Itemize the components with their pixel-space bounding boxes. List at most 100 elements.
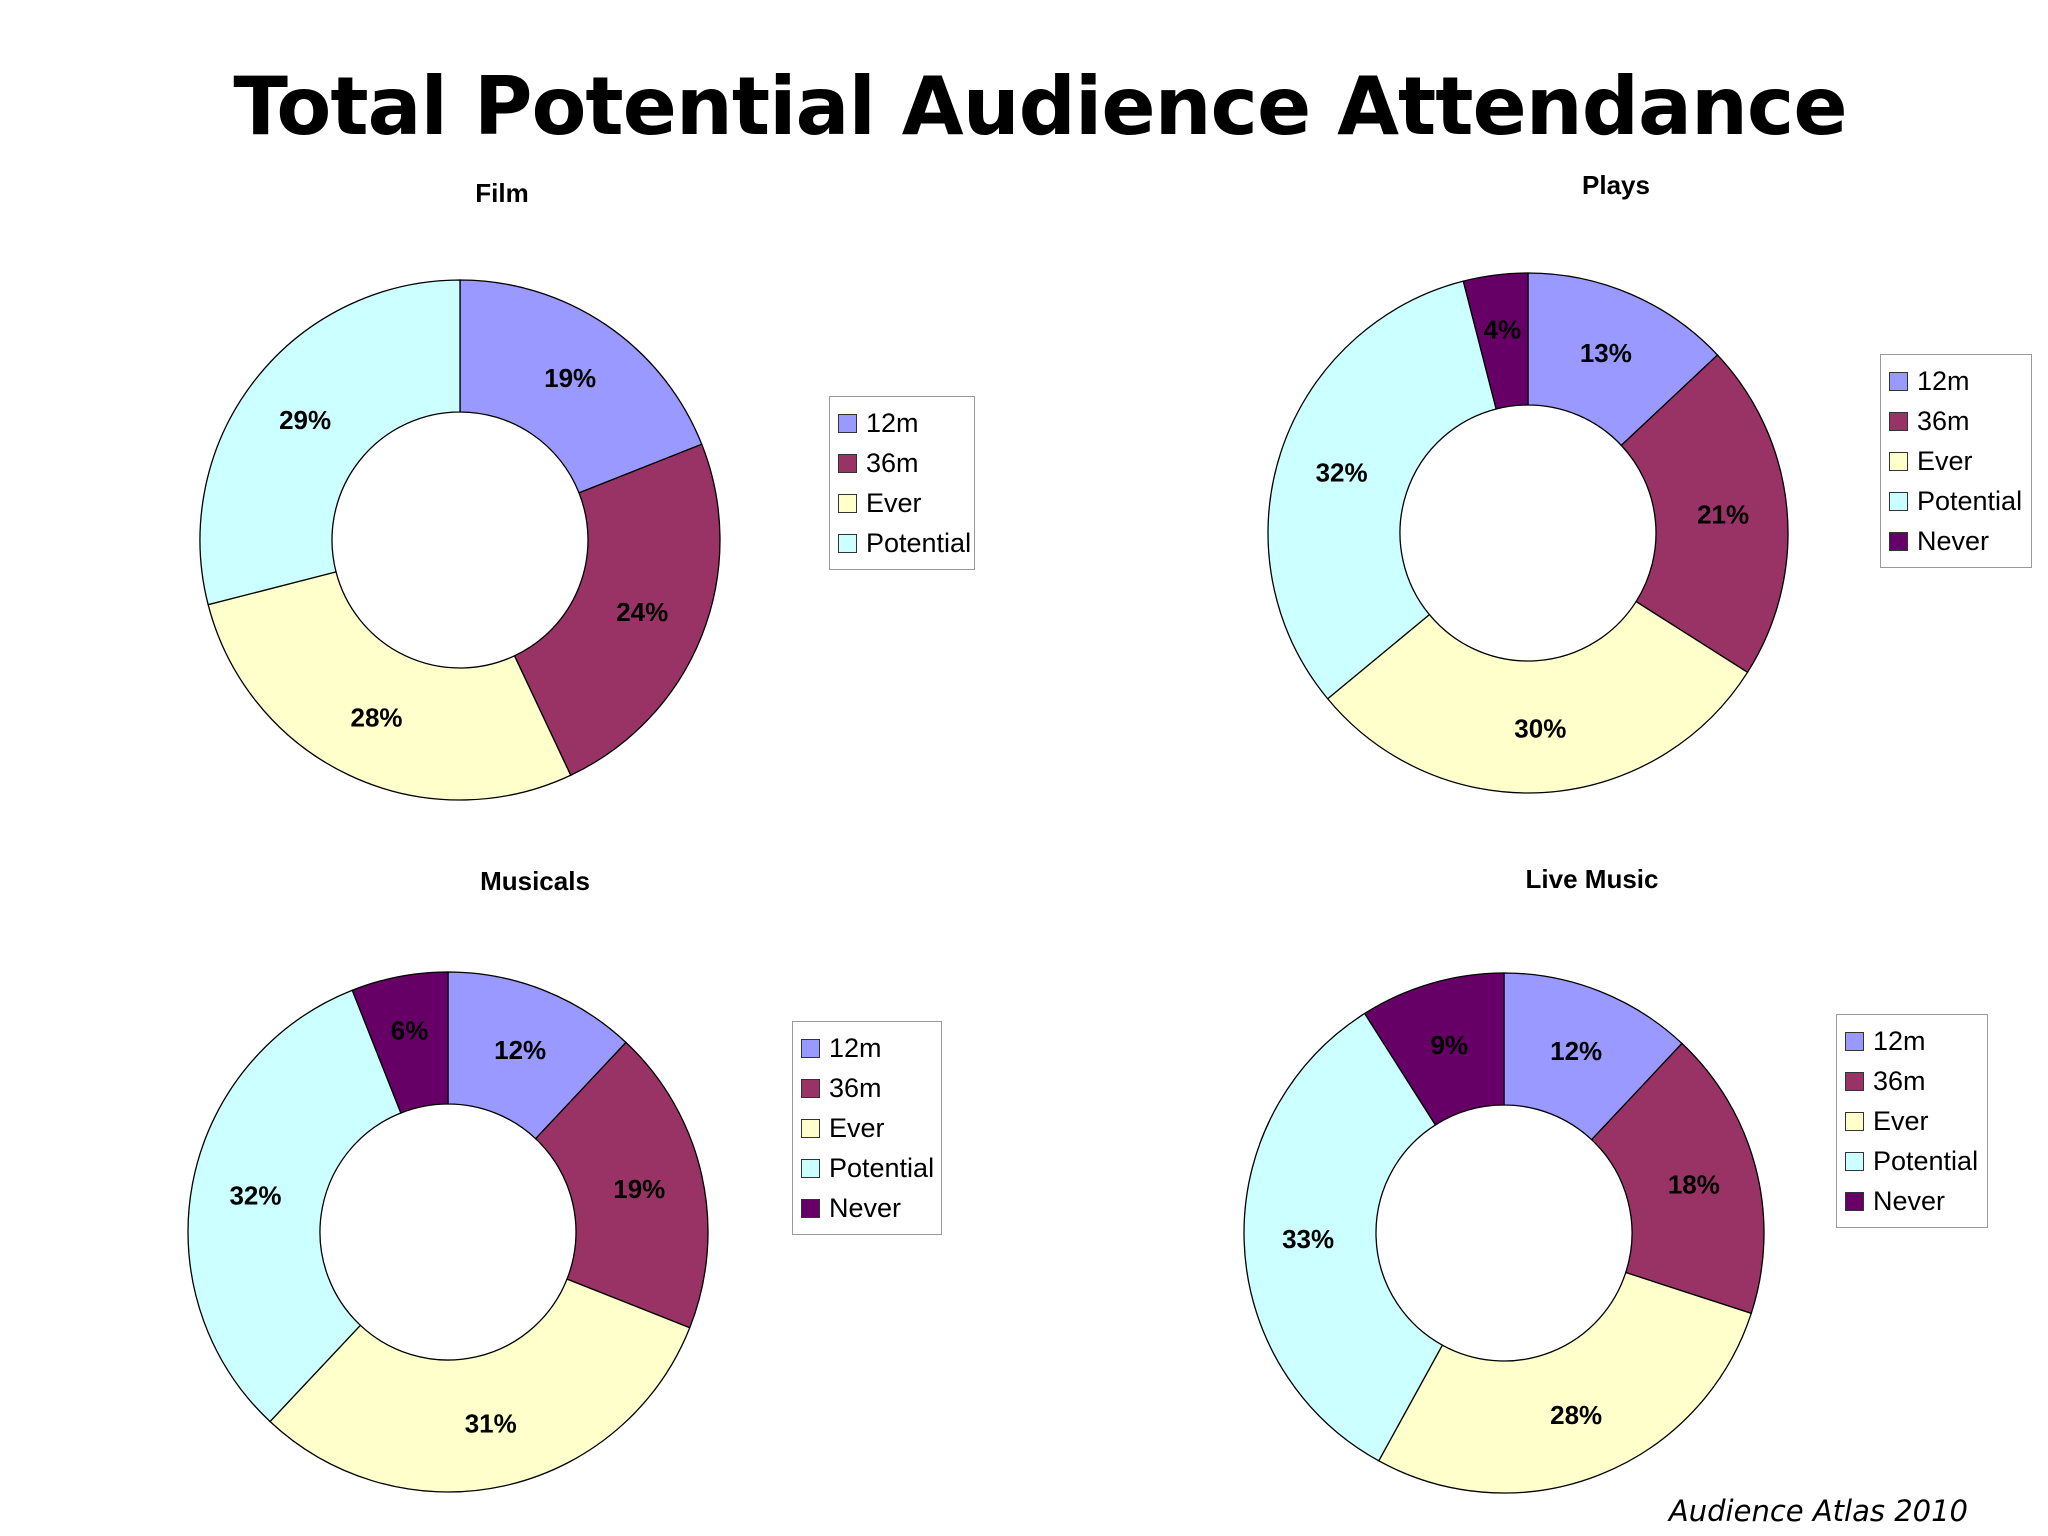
legend-item-ever: Ever xyxy=(1845,1101,1979,1141)
slice-36m xyxy=(1590,1042,1765,1315)
chart-title-film: Film xyxy=(475,178,529,208)
legend-film: 12m 36m Ever Potential xyxy=(829,396,975,570)
legend-label: 36m xyxy=(829,1072,882,1103)
legend-item-potential: Potential xyxy=(801,1148,935,1188)
slice-label-36m: 18% xyxy=(1668,1169,1720,1199)
legend-swatch xyxy=(1845,1031,1864,1051)
legend-item-12m: 12m xyxy=(1845,1021,1979,1061)
legend-swatch xyxy=(838,413,857,433)
legend-label: Never xyxy=(829,1192,902,1223)
slice-label-potential: 29% xyxy=(279,405,331,435)
slice-label-12m: 12% xyxy=(1550,1036,1602,1066)
legend-musicals: 12m 36m Ever Potential Never xyxy=(792,1021,942,1235)
slice-never xyxy=(1462,272,1529,410)
slice-label-36m: 19% xyxy=(613,1174,665,1204)
slice-ever xyxy=(207,571,572,801)
legend-swatch xyxy=(1889,531,1908,551)
slice-ever xyxy=(269,1278,691,1493)
slice-label-ever: 30% xyxy=(1514,714,1566,744)
legend-label: 36m xyxy=(1873,1065,1926,1096)
chart-title-plays: Plays xyxy=(1582,170,1650,200)
legend-item-potential: Potential xyxy=(1889,481,2023,521)
slice-label-12m: 19% xyxy=(544,363,596,393)
slice-36m xyxy=(513,443,721,777)
slice-label-36m: 24% xyxy=(616,597,668,627)
chart-title-live-music: Live Music xyxy=(1525,864,1659,894)
legend-label: 12m xyxy=(829,1032,882,1063)
legend-label: Potential xyxy=(1917,485,2023,516)
legend-label: Ever xyxy=(1873,1105,1929,1136)
legend-item-ever: Ever xyxy=(1889,441,2023,481)
legend-swatch xyxy=(801,1038,820,1058)
slice-ever xyxy=(1326,600,1749,794)
legend-swatch xyxy=(801,1118,820,1138)
donut-chart-live-music: 12% 18% 28% 33% 9% xyxy=(1243,972,1765,1494)
slice-never xyxy=(1363,972,1505,1126)
legend-item-12m: 12m xyxy=(1889,361,2023,401)
slice-label-ever: 31% xyxy=(465,1408,517,1438)
legend-label: 36m xyxy=(866,447,919,478)
legend-item-potential: Potential xyxy=(838,523,971,563)
slice-label-ever: 28% xyxy=(1550,1400,1602,1430)
slice-36m xyxy=(1620,354,1789,674)
legend-item-36m: 36m xyxy=(838,443,966,483)
legend-item-never: Never xyxy=(1845,1181,1979,1221)
legend-item-ever: Ever xyxy=(838,483,966,523)
legend-swatch xyxy=(1889,411,1908,431)
legend-label: Potential xyxy=(1873,1145,1979,1176)
slice-label-potential: 32% xyxy=(1316,457,1368,487)
legend-label: Potential xyxy=(866,527,972,558)
legend-label: Ever xyxy=(1917,445,1973,476)
slice-never xyxy=(351,971,449,1114)
legend-swatch xyxy=(838,493,857,513)
legend-swatch xyxy=(838,453,857,473)
legend-swatch xyxy=(1889,451,1908,471)
legend-label: 12m xyxy=(1873,1025,1926,1056)
footer-credit: Audience Atlas 2010 xyxy=(1668,1494,1968,1528)
donut-chart-musicals: 12% 19% 31% 32% 6% xyxy=(187,971,709,1493)
slice-label-never: 9% xyxy=(1431,1030,1469,1060)
legend-swatch xyxy=(1845,1071,1864,1091)
legend-swatch xyxy=(1889,491,1908,511)
legend-item-12m: 12m xyxy=(801,1028,933,1068)
legend-label: Ever xyxy=(829,1112,885,1143)
legend-swatch xyxy=(1889,371,1908,391)
legend-swatch xyxy=(1845,1151,1864,1171)
legend-swatch xyxy=(801,1198,820,1218)
legend-label: Ever xyxy=(866,487,922,518)
legend-label: 12m xyxy=(1917,365,1970,396)
legend-swatch xyxy=(801,1078,820,1098)
legend-label: Never xyxy=(1873,1185,1946,1216)
legend-swatch xyxy=(838,533,857,553)
legend-swatch xyxy=(801,1158,820,1178)
legend-item-ever: Ever xyxy=(801,1108,933,1148)
legend-label: Potential xyxy=(829,1152,935,1183)
slice-potential xyxy=(199,279,461,606)
legend-live-music: 12m 36m Ever Potential Never xyxy=(1836,1014,1988,1228)
page-title: Total Potential Audience Attendance xyxy=(233,60,1847,153)
legend-label: 12m xyxy=(866,407,919,438)
legend-item-36m: 36m xyxy=(801,1068,933,1108)
legend-item-never: Never xyxy=(801,1188,933,1228)
slice-potential xyxy=(1267,280,1497,700)
slice-potential xyxy=(187,989,402,1423)
slice-label-potential: 33% xyxy=(1282,1224,1334,1254)
legend-label: Never xyxy=(1917,525,1990,556)
legend-label: 36m xyxy=(1917,405,1970,436)
slice-label-36m: 21% xyxy=(1697,500,1749,530)
slice-12m xyxy=(459,279,703,494)
chart-title-musicals: Musicals xyxy=(480,866,590,896)
slice-label-12m: 12% xyxy=(494,1035,546,1065)
legend-item-36m: 36m xyxy=(1845,1061,1979,1101)
slice-potential xyxy=(1243,1012,1444,1462)
slice-ever xyxy=(1377,1271,1753,1494)
slice-label-potential: 32% xyxy=(229,1180,281,1210)
slice-label-never: 6% xyxy=(391,1016,429,1046)
legend-item-never: Never xyxy=(1889,521,2023,561)
slice-label-12m: 13% xyxy=(1580,338,1632,368)
legend-item-12m: 12m xyxy=(838,403,966,443)
donut-chart-plays: 13% 21% 30% 32% 4% xyxy=(1267,272,1789,794)
legend-item-potential: Potential xyxy=(1845,1141,1979,1181)
slice-36m xyxy=(534,1041,709,1329)
legend-swatch xyxy=(1845,1191,1864,1211)
